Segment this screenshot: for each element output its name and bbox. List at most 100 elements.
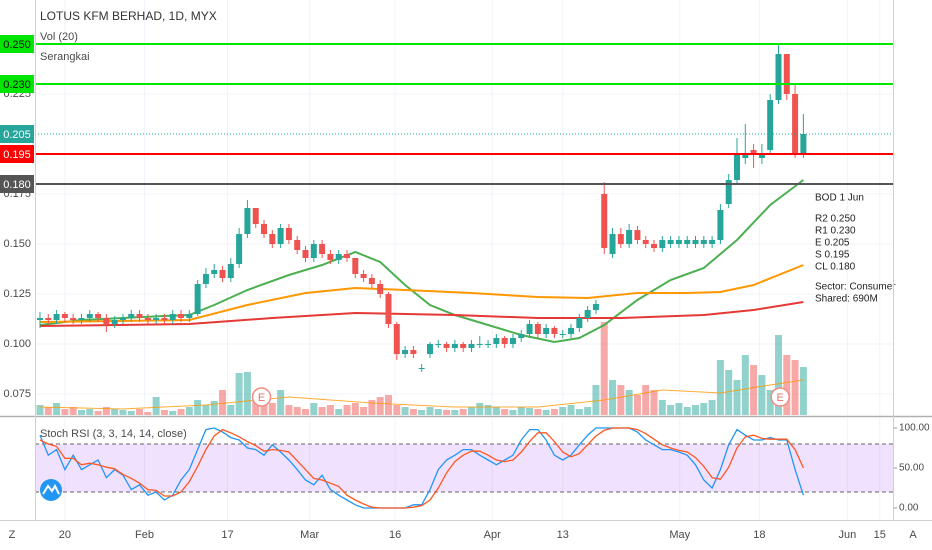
candle-body	[402, 350, 409, 354]
candle-body	[194, 284, 201, 314]
volume-bar	[517, 407, 525, 415]
x-tick-label: Apr	[484, 529, 501, 541]
logo-glyph[interactable]	[42, 483, 60, 495]
volume-bar	[44, 407, 52, 415]
candle-body	[385, 294, 392, 324]
corner-button[interactable]: A	[909, 529, 917, 541]
x-tick-label: 18	[753, 529, 765, 541]
event-label: E	[258, 392, 265, 404]
candle-body	[319, 244, 326, 254]
logo[interactable]	[40, 479, 62, 501]
volume-bar	[185, 407, 193, 415]
volume-bar	[86, 409, 94, 415]
volume-bar	[575, 409, 583, 415]
volume-bar	[77, 410, 85, 415]
candle-body	[443, 344, 450, 348]
event-label: E	[776, 392, 783, 404]
candle-body	[78, 318, 85, 320]
candle-body	[335, 254, 342, 260]
volume-bar	[285, 405, 293, 415]
volume-bar	[53, 403, 61, 415]
candle-body	[576, 318, 583, 328]
volume-bar	[210, 401, 218, 415]
candle-body	[493, 338, 500, 344]
candle-body	[310, 244, 317, 258]
candle-body	[103, 318, 110, 324]
volume-bar	[708, 400, 716, 415]
moving-average-line	[39, 301, 804, 327]
candle-body	[675, 240, 682, 244]
candle-body	[202, 274, 209, 284]
candle-body	[426, 344, 433, 354]
candle-body	[70, 318, 77, 320]
candle-body	[360, 274, 367, 278]
volume-bar	[310, 403, 318, 415]
volume-bar	[127, 411, 135, 415]
volume-bar	[758, 375, 766, 415]
candle-body	[626, 230, 633, 244]
candle-body	[277, 228, 284, 244]
candle-body	[45, 318, 52, 320]
candle-body	[119, 318, 126, 320]
volume-bar	[534, 409, 542, 415]
volume-bar	[376, 397, 384, 415]
level-label: 0.195	[3, 149, 31, 161]
event-marker	[770, 387, 790, 407]
volume-bar	[169, 411, 177, 415]
candle-body	[692, 240, 699, 244]
level-label: 0.205	[3, 129, 31, 141]
volume-bar	[409, 409, 417, 415]
candle-body	[592, 304, 599, 310]
volume-bar	[302, 409, 310, 415]
candle-body	[244, 208, 251, 234]
volume-bar	[243, 372, 251, 415]
annotation: R2 0.250	[815, 214, 856, 225]
volume-bar	[443, 410, 451, 415]
candle-body	[169, 314, 176, 320]
volume-bar	[791, 360, 799, 415]
series-label: Serangkai	[40, 51, 90, 63]
corner-button[interactable]: Z	[9, 529, 16, 541]
candle-body	[642, 240, 649, 244]
volume-bar	[750, 365, 758, 415]
candle-body	[178, 314, 185, 318]
volume-bar	[459, 409, 467, 415]
x-tick-label: May	[669, 529, 690, 541]
annotation: R1 0.230	[815, 226, 856, 237]
volume-bar	[700, 403, 708, 415]
volume-bar	[219, 390, 227, 415]
candle-body	[509, 338, 516, 344]
volume-ma-line	[39, 379, 804, 410]
candle-body	[526, 324, 533, 334]
candle-body	[435, 344, 442, 345]
y-tick-label: 100.00	[899, 423, 930, 434]
volume-bar	[501, 409, 509, 415]
candle-body	[86, 314, 93, 318]
volume-bar	[550, 409, 558, 415]
volume-bar	[692, 405, 700, 415]
level-label: 0.250	[3, 39, 31, 51]
volume-bar	[202, 405, 210, 415]
candle-body	[734, 154, 740, 180]
volume-bar	[152, 397, 160, 415]
volume-bar	[144, 412, 152, 415]
candle-body	[717, 210, 724, 240]
volume-bar	[584, 407, 592, 415]
volume-bar	[393, 405, 401, 415]
y-tick-label: 0.150	[3, 238, 31, 250]
candle-body	[294, 240, 301, 250]
candle-body	[617, 234, 624, 244]
volume-bar	[592, 385, 600, 415]
candle-body	[327, 254, 334, 260]
candle-body	[36, 318, 43, 320]
y-tick-label: 0.00	[899, 503, 919, 514]
x-tick-label: 13	[557, 529, 569, 541]
chart-title: LOTUS KFM BERHAD, 1D, MYX	[40, 9, 217, 23]
candle-body	[485, 344, 492, 345]
candle-body	[128, 314, 135, 318]
event-marker	[251, 387, 272, 407]
volume-bar	[268, 403, 276, 415]
volume-bar	[426, 407, 434, 415]
